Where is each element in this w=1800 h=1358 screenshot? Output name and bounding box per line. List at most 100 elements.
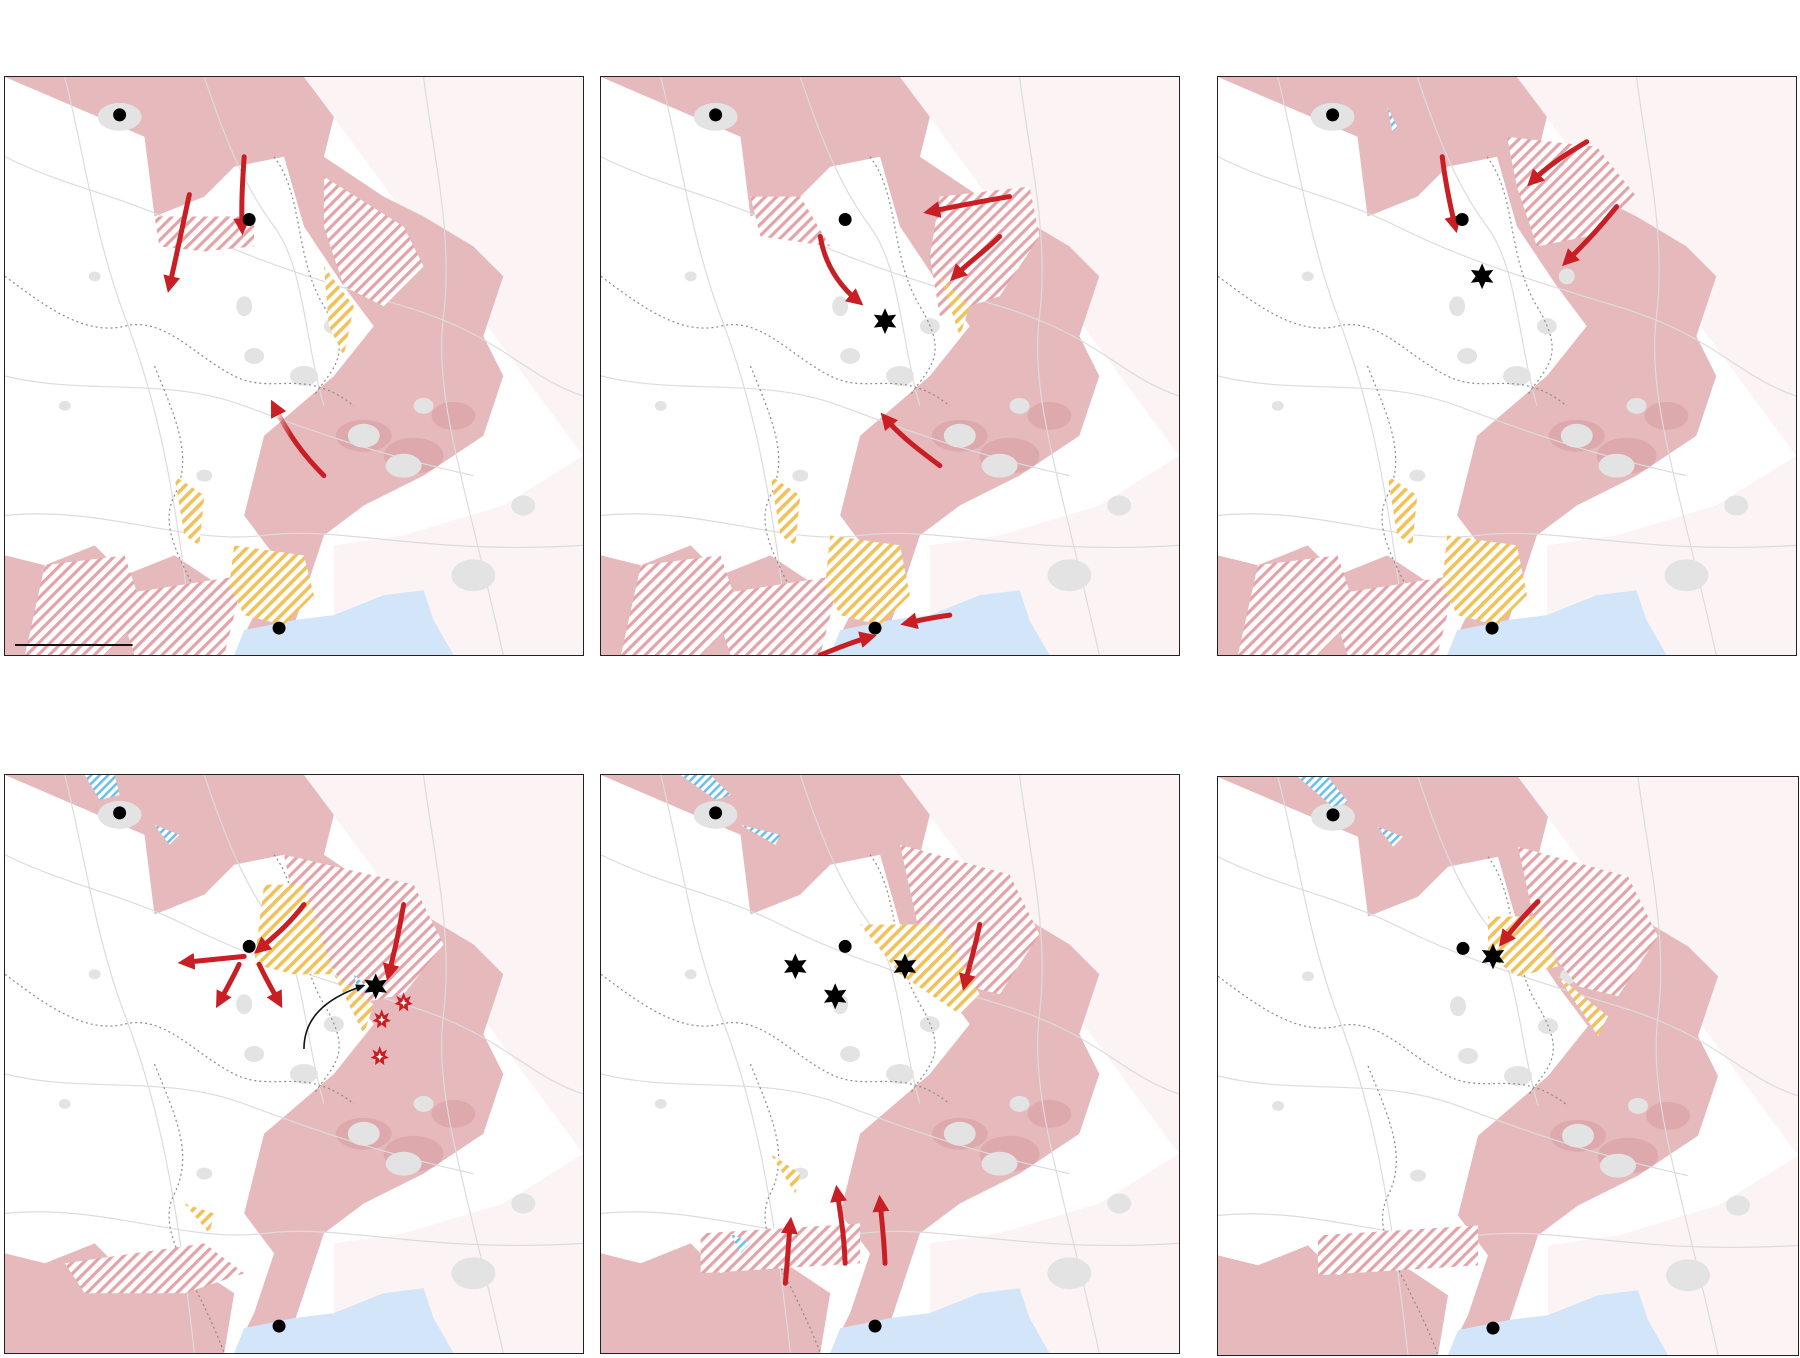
map-panel-4 [4,774,584,1354]
urban-area [684,969,697,980]
urban-area [1047,1257,1092,1290]
city-dot [1456,941,1470,955]
urban-area [511,1193,536,1214]
urban-area [1600,1153,1636,1178]
counteroffensive-area [229,545,314,626]
sea [1448,1290,1668,1355]
road [5,1211,583,1247]
contested-area [154,216,255,252]
admin-border [601,973,951,1105]
road [1277,777,1409,1355]
road [422,775,504,1353]
urban-area-occupied [431,401,476,430]
urban-area [58,400,71,411]
urban-area [88,271,101,282]
urban-area [981,453,1018,478]
urban-area [1302,971,1314,982]
urban-area [832,296,849,317]
contested-area [700,1223,861,1274]
urban-area [385,1151,422,1176]
water-hatch [1378,826,1403,847]
admin-border [5,973,355,1105]
urban-area [290,1064,318,1084]
admin-border [1218,975,1569,1107]
urban-area [451,559,496,592]
urban-area [1503,366,1531,386]
city-dot [868,621,882,635]
urban-area-occupied [431,1099,476,1128]
explosion-icon [1470,263,1494,290]
road [601,1211,1179,1247]
urban-area [654,400,667,411]
admin-border [1366,365,1438,655]
road [660,77,791,655]
urban-area [1409,469,1426,482]
contested-area [114,575,245,655]
counteroffensive-area [1558,976,1608,1037]
advance-arrow [872,1194,890,1266]
road [1637,777,1719,1355]
urban-area-occupied [1027,401,1072,430]
contested-area [323,176,424,307]
urban-area [1562,1123,1594,1148]
urban-area [244,1046,265,1063]
contested-area [64,1243,245,1294]
counteroffensive-area [860,924,980,1015]
admin-border [749,365,821,655]
map-svg [1218,77,1796,655]
urban-area [886,366,914,386]
sea [830,1288,1050,1353]
road [1218,513,1796,549]
road [601,854,1179,1095]
urban-area [1301,271,1314,282]
admin-border [1218,275,1568,407]
urban-area [196,1167,213,1180]
urban-area [385,453,422,478]
counteroffensive-area [770,1153,801,1194]
urban-area [943,1121,976,1146]
water-hatch [740,824,781,845]
road [1018,77,1100,655]
contested-area [1327,575,1458,655]
contested-area [620,555,741,655]
black-arrow [303,984,366,1050]
advance-arrow [382,902,407,981]
urban-area [236,994,253,1015]
map-svg [5,77,583,655]
advance-arrow [177,952,247,970]
urban-area-occupied [1644,401,1689,430]
contested-area [284,854,444,1005]
road [1277,77,1408,655]
urban-area [1457,348,1478,365]
urban-area [981,1151,1018,1176]
map-svg [601,77,1179,655]
counteroffensive-area [184,1203,215,1234]
counteroffensive-area [1442,535,1527,626]
city-dot [1326,108,1340,122]
urban-area [413,1095,434,1112]
city-dot [1486,1321,1500,1335]
road [64,775,195,1353]
advance-arrow [900,612,953,630]
map-svg [5,775,583,1353]
map-panel-1 [4,76,584,656]
advance-arrow [949,233,1003,282]
counteroffensive-area [939,276,970,337]
water-hatch [84,775,120,800]
urban-area [88,969,101,980]
urban-area [1271,400,1284,411]
water-hatch [154,824,180,845]
road [203,77,325,407]
city-dot [1326,808,1340,822]
urban-area [1009,397,1030,414]
explosion-icon [784,953,807,980]
urban-area [1410,1169,1426,1182]
counteroffensive-area [1387,475,1418,546]
urban-area [1726,1195,1750,1216]
occupied-territory-south [1218,1245,1448,1355]
sea [234,590,454,655]
advance-arrow [958,921,983,991]
water-hatch [1387,106,1398,132]
counteroffensive-area [825,535,910,626]
water-hatch [730,1233,751,1254]
